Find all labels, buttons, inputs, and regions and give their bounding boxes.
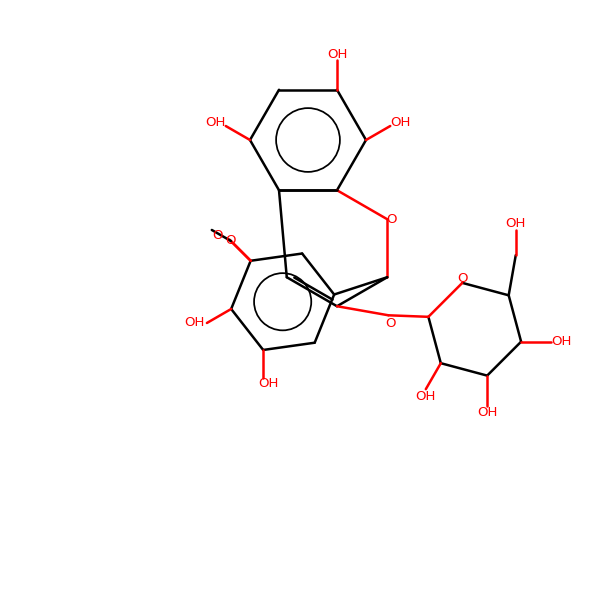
Text: OH: OH [551,335,571,348]
Text: O: O [385,317,395,330]
Text: OH: OH [506,217,526,230]
Text: OH: OH [390,115,410,128]
Text: OH: OH [206,115,226,128]
Text: O: O [457,272,467,286]
Text: OH: OH [327,48,347,61]
Text: OH: OH [477,406,497,419]
Text: O: O [212,229,223,242]
Text: OH: OH [258,377,278,391]
Text: OH: OH [416,389,436,403]
Text: O: O [226,235,236,247]
Text: OH: OH [185,316,205,329]
Text: O: O [386,213,397,226]
